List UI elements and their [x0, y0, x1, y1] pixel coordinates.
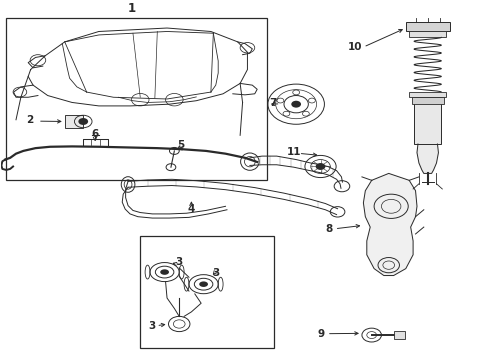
Text: 3: 3 — [212, 268, 220, 278]
Bar — [406, 22, 450, 31]
Circle shape — [78, 118, 88, 125]
Bar — [65, 115, 83, 128]
Text: 5: 5 — [177, 140, 184, 150]
Text: 9: 9 — [318, 329, 324, 339]
Ellipse shape — [199, 282, 208, 287]
Bar — [393, 331, 405, 339]
Circle shape — [291, 101, 301, 108]
Text: 2: 2 — [26, 115, 33, 125]
Text: 3: 3 — [175, 257, 183, 267]
Ellipse shape — [160, 269, 169, 275]
Text: 4: 4 — [188, 204, 195, 214]
Circle shape — [316, 163, 325, 170]
Bar — [412, 97, 444, 104]
Bar — [140, 236, 274, 348]
Bar — [409, 92, 446, 97]
Text: 8: 8 — [326, 224, 333, 234]
Text: 11: 11 — [287, 147, 301, 157]
Bar — [414, 97, 441, 144]
Polygon shape — [417, 144, 439, 174]
Text: 10: 10 — [348, 42, 363, 52]
Text: 3: 3 — [149, 321, 156, 331]
Text: 1: 1 — [127, 2, 135, 15]
Bar — [6, 18, 267, 180]
Text: 7: 7 — [270, 99, 277, 108]
Text: 6: 6 — [91, 129, 98, 139]
Bar — [409, 31, 446, 37]
Polygon shape — [364, 174, 417, 275]
